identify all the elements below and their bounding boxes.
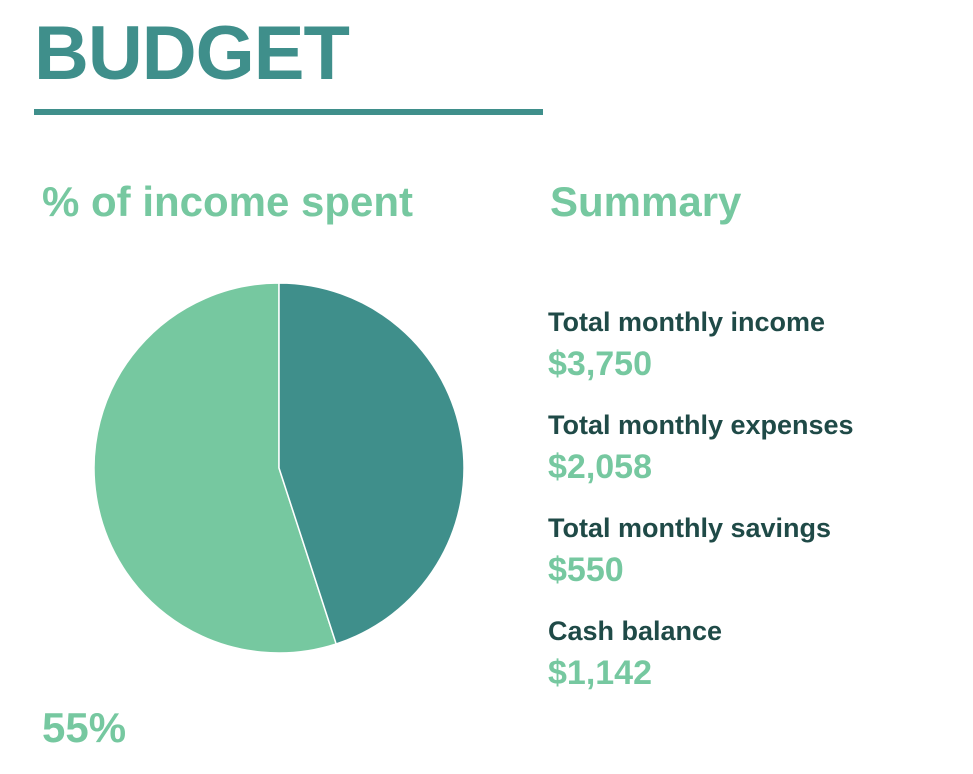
summary-item-value: $1,142 — [548, 654, 652, 692]
pie-chart-heading: % of income spent — [42, 178, 414, 225]
summary-list: Total monthly income $3,750 Total monthl… — [548, 306, 958, 718]
income-spent-pie-chart — [90, 279, 468, 657]
summary-item-label: Total monthly savings — [548, 513, 832, 543]
summary-item-label: Cash balance — [548, 616, 723, 646]
pie-slice-remaining — [278, 282, 465, 645]
summary-item-income: Total monthly income $3,750 — [548, 306, 958, 409]
page-title: BUDGET — [34, 11, 350, 96]
summary-item-label: Total monthly expenses — [548, 410, 854, 440]
pie-chart-svg — [93, 282, 465, 654]
summary-item-value: $550 — [548, 551, 624, 589]
summary-item-cash-balance: Cash balance $1,142 — [548, 615, 958, 718]
pie-slice-spent — [93, 282, 338, 654]
percent-spent-value: 55% — [42, 704, 127, 751]
summary-item-savings: Total monthly savings $550 — [548, 512, 958, 615]
summary-item-value: $3,750 — [548, 345, 652, 383]
summary-item-value: $2,058 — [548, 448, 652, 486]
summary-item-expenses: Total monthly expenses $2,058 — [548, 409, 958, 512]
title-underline — [34, 109, 543, 115]
summary-heading: Summary — [550, 178, 742, 225]
summary-item-label: Total monthly income — [548, 307, 826, 337]
